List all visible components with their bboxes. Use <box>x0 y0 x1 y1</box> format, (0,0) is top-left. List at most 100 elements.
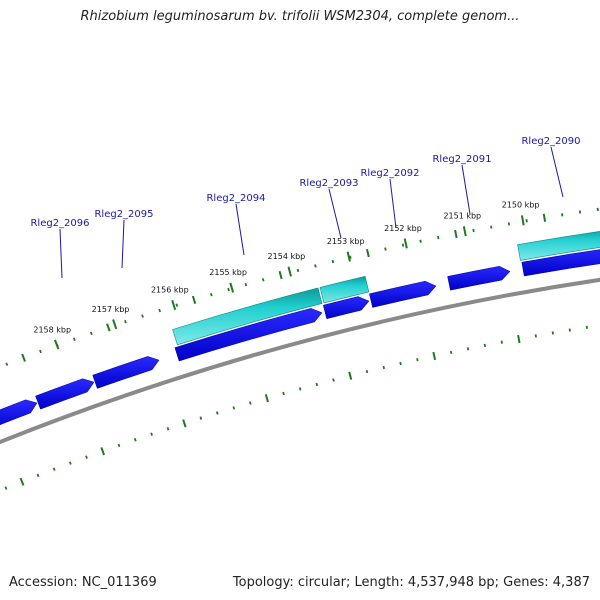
kbp-major-tick <box>520 215 525 226</box>
cds-arrow[interactable] <box>92 356 160 389</box>
gene-label-leader <box>59 228 63 279</box>
inner-tick-mark <box>534 334 537 338</box>
inner-tick-mark <box>416 358 419 362</box>
gene-label[interactable]: Rleg2_2092 <box>360 168 419 179</box>
outer-tick-mark <box>331 259 335 264</box>
outer-tick-mark <box>210 292 213 297</box>
gene-label[interactable]: Rleg2_2093 <box>299 178 358 189</box>
gene-label[interactable]: Rleg2_2095 <box>94 209 153 220</box>
kbp-major-tick <box>229 282 235 293</box>
gene-label[interactable]: Rleg2_2091 <box>432 154 491 165</box>
inner-tick-mark <box>298 387 302 391</box>
inner-tick-mark <box>399 361 402 366</box>
inner-tick-mark <box>466 347 470 351</box>
kbp-major-tick <box>54 339 60 350</box>
page-title: Rhizobium leguminosarum bv. trifolii WSM… <box>80 9 520 24</box>
gene-label-leader <box>389 178 397 229</box>
gene-label-leader <box>328 188 342 239</box>
inner-tick-mark <box>449 350 453 355</box>
outer-tick-mark <box>244 282 248 287</box>
inner-tick-mark <box>483 343 487 348</box>
outer-tick-mark <box>437 235 440 240</box>
cds-arrow[interactable] <box>0 399 38 432</box>
inner-tick-mark <box>551 331 554 335</box>
gene-label[interactable]: Rleg2_2090 <box>521 136 580 147</box>
kbp-tick-labels: 2158 kbp 2157 kbp 2156 kbp 2155 kbp 2154 kbp… <box>33 201 539 350</box>
kbp-tick-label: 2158 kbp <box>33 325 71 334</box>
gene-label[interactable]: Rleg2_2096 <box>30 218 89 229</box>
cds-arrow[interactable] <box>369 280 437 308</box>
inner-tick-mark <box>182 419 187 428</box>
inner-tick-mark <box>36 473 40 478</box>
inner-tick-mark <box>19 477 25 486</box>
kbp-tick-label: 2150 kbp <box>502 201 540 210</box>
kbp-tick-label: 2155 kbp <box>209 268 247 277</box>
feature-band[interactable] <box>172 287 323 346</box>
outer-tick-mark <box>39 349 42 354</box>
inner-tick-mark <box>216 411 219 415</box>
gene-label[interactable]: Rleg2_2094 <box>206 193 265 204</box>
outer-tick-mark <box>419 239 422 243</box>
outer-tick-mark <box>472 228 475 233</box>
inner-tick-mark <box>150 432 153 436</box>
outer-tick-mark <box>89 331 93 335</box>
cds-arrow[interactable] <box>521 247 600 277</box>
gene-labels: Rleg2_2096 Rleg2_2095 Rleg2_2094 Rleg2_2093… <box>30 136 581 279</box>
inner-tick-mark <box>117 443 121 448</box>
gene-label-leader <box>550 146 564 198</box>
inner-tick-mark <box>517 334 521 344</box>
inner-tick-mark <box>52 467 56 471</box>
outer-tick-mark <box>124 319 127 324</box>
inner-tick-mark <box>332 378 335 382</box>
inner-tick-mark <box>68 461 72 465</box>
outer-tick-mark <box>507 222 511 226</box>
cds-arrow[interactable] <box>447 266 511 291</box>
outer-tick-mark <box>401 243 405 247</box>
gene-label-leader <box>461 164 471 215</box>
kbp-major-tick <box>403 238 408 249</box>
inner-tick-mark <box>264 394 269 403</box>
kbp-major-tick <box>346 251 351 262</box>
cds-arrow[interactable] <box>322 296 370 320</box>
cds-arrow[interactable] <box>174 308 323 362</box>
outer-tick-mark <box>106 323 111 332</box>
outer-tick-track <box>5 207 599 366</box>
outer-tick-mark <box>314 264 317 268</box>
outer-tick-mark <box>175 303 179 307</box>
kbp-tick-label: 2151 kbp <box>443 211 481 220</box>
inner-tick-mark <box>249 401 252 405</box>
kbp-tick-label: 2152 kbp <box>384 224 422 233</box>
outer-tick-mark <box>261 278 265 282</box>
outer-tick-mark <box>296 268 300 273</box>
kbp-tick-label: 2157 kbp <box>92 305 130 314</box>
outer-tick-mark <box>227 287 230 292</box>
inner-tick-mark <box>282 391 285 396</box>
inner-tick-mark <box>199 416 203 420</box>
kbp-major-tick <box>112 319 118 330</box>
inner-tick-mark <box>382 365 385 370</box>
outer-tick-mark <box>525 219 528 223</box>
cds-arrow[interactable] <box>35 378 95 410</box>
gene-label-leader <box>235 203 245 256</box>
outer-tick-mark <box>21 353 26 362</box>
kbp-tick-label: 2156 kbp <box>151 286 189 295</box>
inner-tick-track <box>4 325 588 490</box>
outer-tick-mark <box>158 308 161 313</box>
outer-tick-mark <box>278 270 283 280</box>
outer-tick-mark <box>542 213 547 222</box>
outer-tick-mark <box>454 229 458 239</box>
outer-tick-mark <box>490 225 493 229</box>
inner-tick-mark <box>85 455 88 459</box>
feature-track <box>172 229 600 346</box>
feature-band[interactable] <box>517 229 600 261</box>
inner-tick-mark <box>432 351 437 361</box>
kbp-major-tick <box>171 299 177 311</box>
gene-label-leader <box>121 219 125 269</box>
inner-tick-mark <box>365 369 369 374</box>
inner-tick-mark <box>100 447 106 456</box>
inner-tick-mark <box>166 427 170 431</box>
feature-band[interactable] <box>319 275 370 304</box>
kbp-major-tick <box>287 266 292 277</box>
